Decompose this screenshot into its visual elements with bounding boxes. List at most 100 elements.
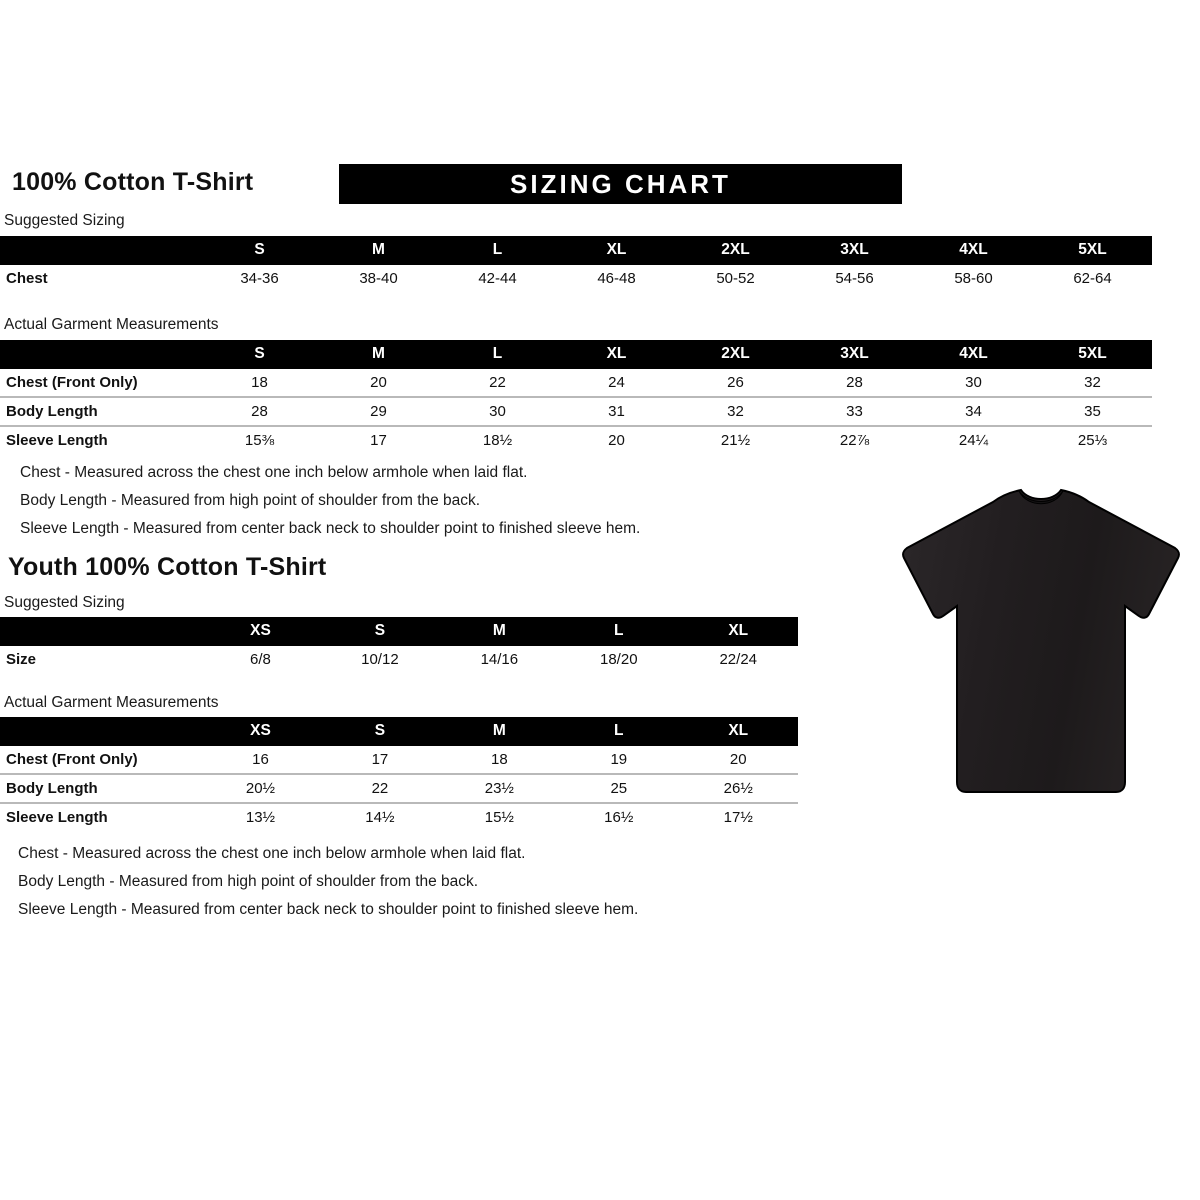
cell-value: 50-52 (716, 270, 755, 287)
youth-suggested-sizing-table-wrap: XS S M L XL Size 6/8 10/12 14/16 18/20 2… (0, 617, 798, 673)
cell-value: 20 (678, 746, 798, 775)
column-header: 4XL (959, 345, 988, 362)
cell-value: 54-56 (835, 270, 874, 287)
column-header (0, 340, 200, 369)
adult-measurement-notes: Chest - Measured across the chest one in… (20, 459, 640, 543)
cell-value: 28 (795, 369, 914, 398)
youth-actual-measurements-table-wrap: XS S M L XL Chest (Front Only) 16 17 18 … (0, 717, 798, 831)
column-header: XL (606, 345, 627, 362)
cell-value: 18/20 (600, 651, 638, 668)
cell-value: 30 (438, 397, 557, 427)
column-header: S (374, 622, 386, 639)
cell-value: 13½ (245, 809, 276, 826)
note-sleeve-length: Sleeve Length - Measured from center bac… (20, 520, 641, 537)
cell-value: 30 (914, 369, 1033, 398)
cell-value: 14/16 (480, 651, 519, 668)
cell-value: 20½ (200, 774, 321, 804)
cell-value: 17 (320, 746, 440, 775)
cell-value: 16 (200, 746, 321, 775)
cell-value: 14½ (365, 809, 395, 826)
cell-value: 22⅞ (839, 432, 870, 449)
row-label: Sleeve Length (6, 809, 108, 826)
row-label: Body Length (0, 774, 201, 804)
cell-value: 23½ (439, 774, 560, 804)
column-header (0, 617, 201, 646)
column-header: M (492, 722, 506, 739)
cell-value: 42-44 (478, 270, 517, 287)
table-row: Body Length 28 29 30 31 32 33 34 35 (0, 397, 1152, 427)
cell-value: 34 (914, 397, 1033, 427)
cell-value: 24 (557, 369, 676, 398)
cell-value: 16½ (604, 809, 634, 826)
adult-suggested-sizing-table: S M L XL 2XL 3XL 4XL 5XL Chest 34-36 38-… (0, 236, 1152, 292)
cell-value: 25⅓ (1077, 432, 1108, 449)
column-header: 5XL (1078, 241, 1107, 258)
youth-actual-measurements-label: Actual Garment Measurements (4, 694, 219, 711)
row-label: Body Length (0, 397, 200, 427)
row-label: Chest (6, 270, 48, 287)
column-header: 2XL (721, 241, 750, 258)
youth-measurement-notes: Chest - Measured across the chest one in… (18, 840, 638, 924)
cell-value: 17 (370, 432, 387, 449)
cell-value: 62-64 (1073, 270, 1112, 287)
table-header-row: XS S M L XL (0, 617, 798, 646)
adult-actual-measurements-table-wrap: S M L XL 2XL 3XL 4XL 5XL Chest (Front On… (0, 340, 1152, 454)
column-header: XL (728, 622, 749, 639)
cell-value: 38-40 (359, 270, 398, 287)
cell-value: 21½ (720, 432, 751, 449)
cell-value: 18 (439, 746, 560, 775)
cell-value: 22 (320, 774, 440, 804)
column-header: 3XL (840, 345, 869, 362)
cell-value: 26 (676, 369, 795, 398)
column-header: S (254, 345, 265, 362)
youth-suggested-sizing-label: Suggested Sizing (4, 594, 125, 611)
note-chest: Chest - Measured across the chest one in… (20, 464, 528, 481)
table-row: Chest (Front Only) 16 17 18 19 20 (0, 746, 798, 775)
cell-value: 22/24 (719, 651, 758, 668)
black-tshirt-icon (902, 488, 1180, 793)
note-sleeve-length: Sleeve Length - Measured from center bac… (18, 901, 639, 918)
cell-value: 10/12 (361, 651, 399, 668)
column-header: XL (606, 241, 627, 258)
column-header: XS (250, 622, 271, 639)
column-header: S (254, 241, 265, 258)
sizing-chart-banner-label: SIZING CHART (510, 168, 731, 199)
adult-section-heading: 100% Cotton T-Shirt (12, 168, 254, 196)
sizing-chart-banner: SIZING CHART (339, 164, 902, 204)
table-header-row: S M L XL 2XL 3XL 4XL 5XL (0, 340, 1152, 369)
column-header: L (492, 241, 503, 258)
note-body-length: Body Length - Measured from high point o… (18, 873, 479, 890)
cell-value: 25 (559, 774, 679, 804)
cell-value: 15⅜ (244, 432, 275, 449)
adult-actual-measurements-table: S M L XL 2XL 3XL 4XL 5XL Chest (Front On… (0, 340, 1152, 454)
cell-value: 15½ (484, 809, 514, 826)
cell-value: 24¼ (958, 432, 989, 449)
adult-suggested-sizing-table-wrap: S M L XL 2XL 3XL 4XL 5XL Chest 34-36 38-… (0, 236, 1152, 292)
column-header: 3XL (840, 241, 869, 258)
cell-value: 32 (1033, 369, 1152, 398)
column-header (0, 236, 200, 265)
cell-value: 32 (676, 397, 795, 427)
cell-value: 6/8 (250, 651, 271, 668)
column-header: XS (250, 722, 271, 739)
column-header: S (374, 722, 386, 739)
cell-value: 34-36 (240, 270, 279, 287)
row-label: Size (6, 651, 37, 668)
column-header: L (614, 722, 624, 739)
row-label: Chest (Front Only) (0, 369, 200, 398)
cell-value: 22 (438, 369, 557, 398)
column-header: M (372, 345, 385, 362)
cell-value: 26½ (678, 774, 798, 804)
cell-value: 58-60 (954, 270, 993, 287)
youth-suggested-sizing-table: XS S M L XL Size 6/8 10/12 14/16 18/20 2… (0, 617, 798, 673)
table-row: Sleeve Length 13½ 14½ 15½ 16½ 17½ (0, 803, 798, 831)
cell-value: 18 (200, 369, 319, 398)
column-header: 4XL (959, 241, 988, 258)
cell-value: 35 (1033, 397, 1152, 427)
column-header: 5XL (1078, 345, 1107, 362)
cell-value: 33 (795, 397, 914, 427)
row-label: Chest (Front Only) (0, 746, 201, 775)
table-header-row: XS S M L XL (0, 717, 798, 746)
cell-value: 46-48 (597, 270, 636, 287)
table-row: Body Length 20½ 22 23½ 25 26½ (0, 774, 798, 804)
